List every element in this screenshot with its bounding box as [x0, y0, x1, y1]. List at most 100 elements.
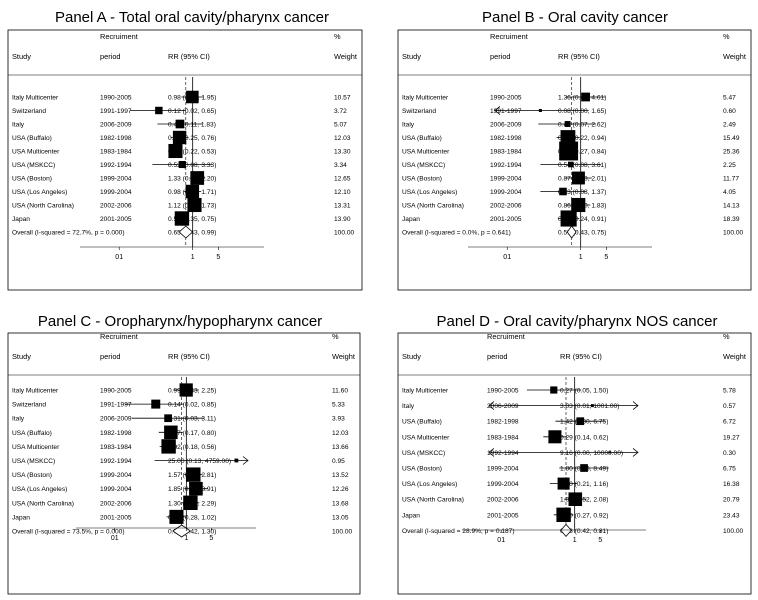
- study-weight: 12.03: [334, 135, 351, 142]
- overall-rr-ci: 0.58 (0.42, 0.81): [560, 528, 608, 535]
- study-name: USA (Buffalo): [402, 135, 442, 142]
- study-rr-ci: 9.16 (0.00, 10000.00): [560, 450, 623, 457]
- study-name: USA Multicenter: [402, 434, 450, 441]
- study-weight-box: [559, 187, 567, 196]
- study-period: 1990-2005: [100, 388, 132, 395]
- study-period: 2001-2005: [100, 514, 132, 521]
- study-weight-box: [172, 130, 187, 145]
- study-period: 1982-1998: [100, 135, 132, 142]
- overall-label: Overall (I-squared = 28.9%, p = 0.187): [402, 528, 515, 535]
- study-rr-ci: 0.27 (0.05, 1.50): [560, 388, 608, 395]
- study-name: USA (North Carolina): [402, 203, 464, 210]
- study-name: Switzerland: [12, 402, 46, 409]
- study-name: USA (Los Angeles): [402, 481, 457, 488]
- study-period: 2006-2009: [490, 122, 522, 129]
- study-period: 1992-1994: [487, 450, 519, 457]
- study-weight: 3.72: [334, 108, 347, 115]
- study-weight-box: [186, 90, 199, 104]
- study-name: Italy Multicenter: [12, 95, 59, 102]
- study-weight: 13.66: [332, 444, 349, 451]
- panel-frame: [7, 29, 363, 291]
- study-weight-box: [550, 386, 558, 394]
- study-weight-box: [572, 171, 585, 185]
- study-period: 1999-2004: [100, 189, 132, 196]
- x-tick-label: 01: [115, 254, 123, 261]
- study-rr-ci: 0.29 (0.14, 0.62): [560, 434, 608, 441]
- study-weight: 13.52: [332, 472, 349, 479]
- study-rr-ci: 0.47 (0.27, 0.84): [558, 149, 606, 156]
- overall-weight: 100.00: [334, 230, 355, 237]
- study-period: 1999-2004: [100, 176, 132, 183]
- study-weight-box: [560, 130, 576, 145]
- study-name: USA Multicenter: [402, 149, 450, 156]
- study-weight: 13.90: [334, 216, 351, 223]
- study-rr-ci: 0.34 (0.22, 0.53): [168, 149, 216, 156]
- header-rr-ci: RR (95% CI): [168, 52, 210, 61]
- header-rr-ci: RR (95% CI): [560, 352, 602, 361]
- study-weight: 0.95: [332, 458, 345, 465]
- x-tick-label: 5: [598, 537, 602, 544]
- x-tick-label: 5: [216, 254, 220, 261]
- header-weight: Weight: [723, 352, 746, 361]
- study-weight: 12.10: [334, 189, 351, 196]
- study-name: USA (North Carolina): [402, 497, 464, 504]
- ci-arrow-right: [632, 401, 639, 410]
- header-percent: %: [723, 32, 730, 41]
- study-weight: 2.49: [723, 122, 736, 129]
- study-name: USA Multicenter: [12, 149, 60, 156]
- study-rr-ci: 3.03 (0.01, 1001.00): [560, 403, 619, 410]
- study-weight-box: [190, 171, 205, 185]
- study-weight-box: [564, 121, 571, 127]
- overall-diamond: [178, 225, 194, 239]
- study-weight: 13.68: [332, 500, 349, 507]
- study-weight: 2.25: [723, 162, 736, 169]
- study-weight-box: [183, 495, 198, 510]
- study-name: USA (MSKCC): [402, 162, 445, 169]
- study-name: USA Multicenter: [12, 444, 60, 451]
- study-weight-box: [168, 143, 183, 159]
- ci-arrow-left: [488, 401, 495, 410]
- x-tick-label: 1: [573, 537, 577, 544]
- header-study: Study: [12, 52, 31, 61]
- overall-rr-ci: 0.65 (0.43, 0.99): [168, 230, 216, 237]
- study-period: 1999-2004: [100, 486, 132, 493]
- header-study: Study: [402, 52, 421, 61]
- study-weight-box: [155, 106, 163, 115]
- study-period: 1992-1994: [490, 162, 522, 169]
- study-rr-ci: 1.42 (0.30, 6.75): [560, 419, 608, 426]
- study-name: USA (MSKCC): [12, 458, 55, 465]
- study-weight: 12.65: [334, 176, 351, 183]
- study-period: 1990-2005: [487, 388, 519, 395]
- study-period: 1983-1984: [487, 434, 519, 441]
- overall-label: Overall (I-squared = 0.0%, p = 0.641): [402, 230, 511, 237]
- study-period: 2002-2006: [100, 203, 132, 210]
- study-period: 1982-1998: [100, 430, 132, 437]
- header-recruitment: Recruiment: [100, 332, 138, 341]
- study-weight: 16.38: [723, 481, 740, 488]
- study-rr-ci: 0.37 (0.17, 0.80): [168, 430, 216, 437]
- study-rr-ci: 0.44 (0.07, 2.62): [558, 122, 606, 129]
- header-rr-ci: RR (95% CI): [558, 52, 600, 61]
- study-name: USA (MSKCC): [402, 450, 445, 457]
- panel-b-title: Panel B - Oral cavity cancer: [482, 9, 668, 26]
- study-weight-box: [234, 458, 239, 463]
- study-weight-box: [151, 399, 161, 409]
- study-name: USA (Boston): [402, 176, 442, 183]
- study-weight-box: [538, 109, 542, 112]
- study-period: 1990-2005: [490, 95, 522, 102]
- study-weight: 13.31: [334, 203, 351, 210]
- study-name: USA (North Carolina): [12, 203, 74, 210]
- study-weight-box: [169, 509, 184, 524]
- study-period: 1982-1998: [490, 135, 522, 142]
- study-period: 2001-2005: [487, 512, 519, 519]
- overall-rr-ci: 0.74 (0.42, 1.30): [168, 529, 216, 536]
- study-weight: 15.49: [723, 135, 740, 142]
- study-name: USA (Los Angeles): [12, 189, 67, 196]
- header-percent: %: [332, 332, 339, 341]
- study-rr-ci: 0.44 (0.25, 0.76): [168, 135, 216, 142]
- study-period: 1999-2004: [100, 472, 132, 479]
- x-tick-label: 01: [497, 537, 505, 544]
- study-name: USA (Boston): [402, 466, 442, 473]
- study-name: USA (Boston): [12, 176, 52, 183]
- forest-plot-panel-c: Recruiment % Study period RR (95% CI) Weight I…: [7, 332, 361, 595]
